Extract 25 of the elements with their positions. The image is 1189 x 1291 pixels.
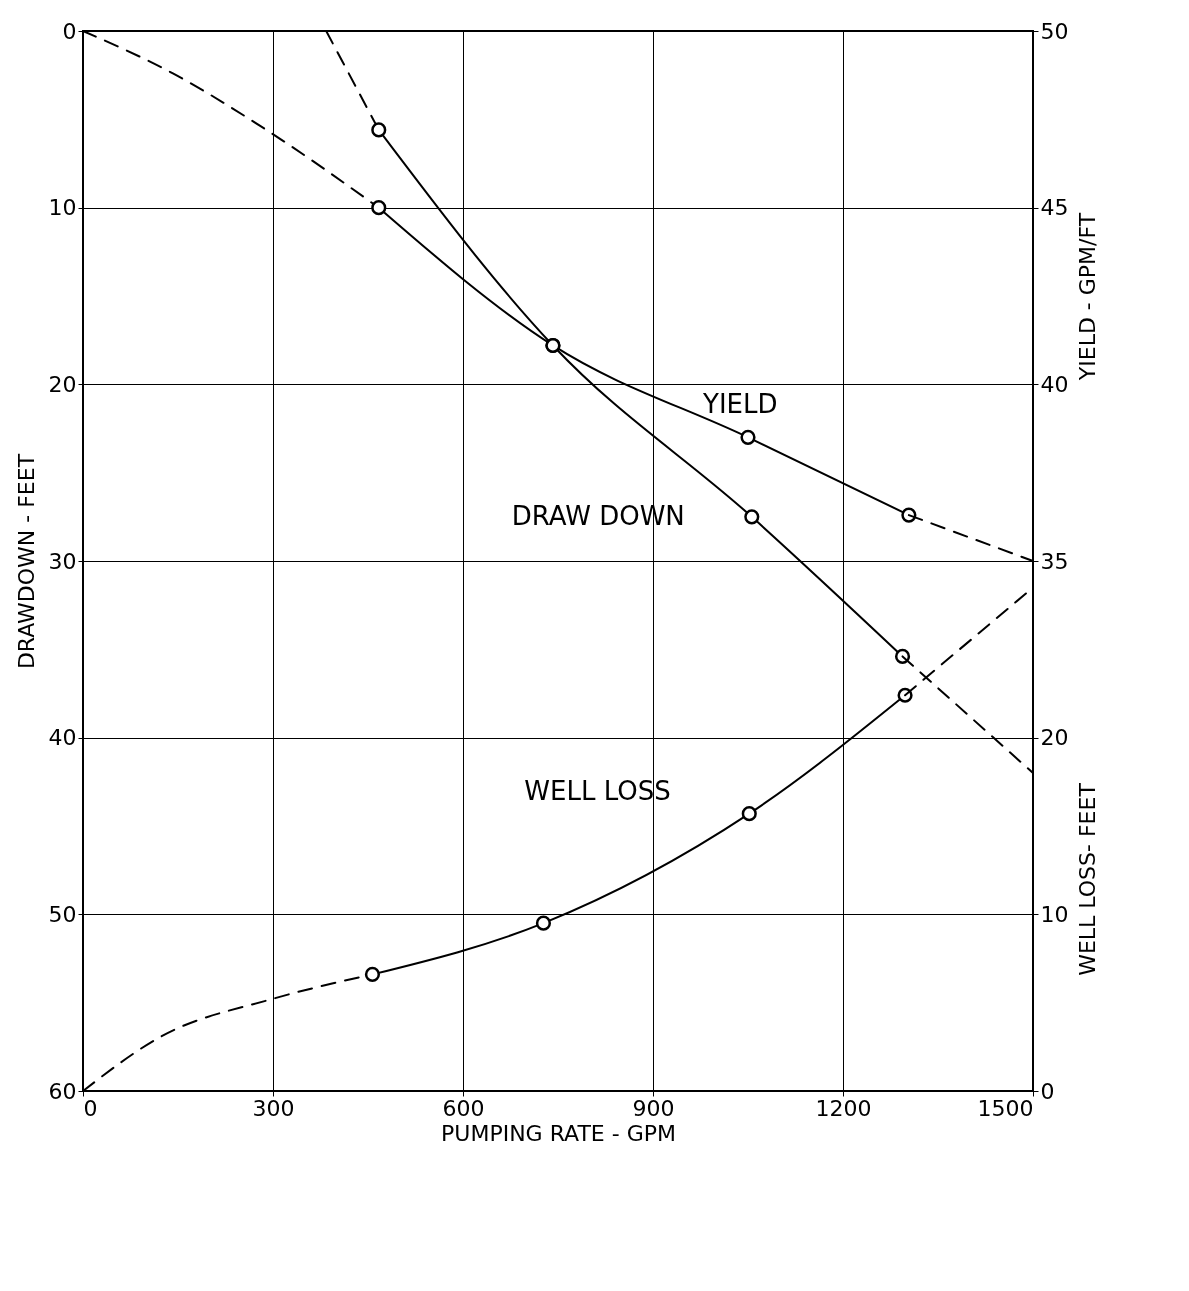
x-tick-label: 600 xyxy=(442,1095,485,1121)
y3-axis-title: WELL LOSS- FEET xyxy=(1075,782,1101,976)
y3-tick-label: 20 xyxy=(1040,725,1069,751)
y-tick-label: 60 xyxy=(48,1078,77,1104)
y2-tick-label: 35 xyxy=(1040,548,1069,574)
y-tick-label: 50 xyxy=(48,901,77,927)
y-tick-label: 40 xyxy=(48,725,77,751)
y-axis-title: DRAWDOWN - FEET xyxy=(13,453,39,670)
y2-tick-label: 50 xyxy=(1040,18,1069,44)
y-tick-label: 0 xyxy=(62,18,77,44)
x-tick-label: 300 xyxy=(252,1095,295,1121)
y2-axis-title: YIELD - GPM/FT xyxy=(1075,212,1101,382)
x-tick-label: 900 xyxy=(632,1095,675,1121)
x-tick-label: 1200 xyxy=(815,1095,872,1121)
y3-tick-label: 0 xyxy=(1040,1078,1055,1104)
y-tick-label: 10 xyxy=(48,195,77,221)
x-tick-label: 1500 xyxy=(977,1095,1034,1121)
y-tick-label: 30 xyxy=(48,548,77,574)
y-tick-label: 20 xyxy=(48,371,77,397)
y2-tick-label: 40 xyxy=(1040,371,1069,397)
series-label: YIELD xyxy=(702,389,778,420)
y3-tick-label: 10 xyxy=(1040,901,1069,927)
x-axis-title: PUMPING RATE - GPM xyxy=(441,1120,676,1146)
y2-tick-label: 45 xyxy=(1040,195,1069,221)
x-tick-label: 0 xyxy=(83,1095,98,1121)
